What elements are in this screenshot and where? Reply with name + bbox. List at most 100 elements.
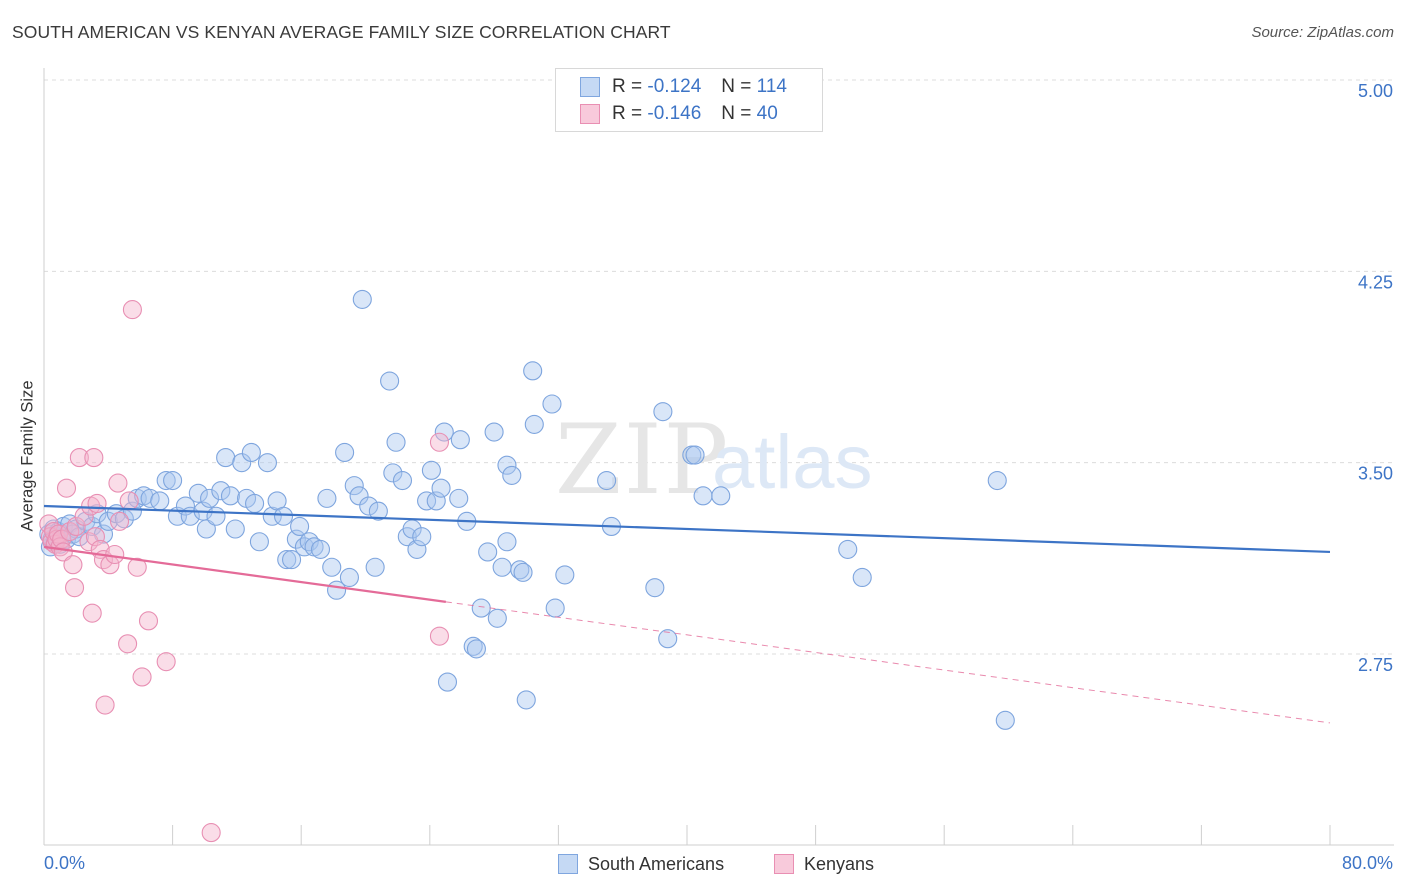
chart-title: SOUTH AMERICAN VS KENYAN AVERAGE FAMILY … — [12, 22, 671, 42]
south-american-point — [463, 636, 483, 656]
south-american-point — [421, 460, 441, 480]
kenyan-point — [63, 555, 83, 575]
trend-line-kenyans — [43, 545, 447, 603]
kenyan-point — [127, 557, 147, 577]
r-label: R = — [612, 103, 643, 124]
south-american-point — [524, 414, 544, 434]
kenyan-point — [429, 626, 449, 646]
r-label: R = — [612, 76, 643, 97]
trend-line-south-americans — [43, 504, 1331, 554]
south-american-point — [282, 550, 302, 570]
kenyan-point — [84, 448, 104, 468]
grid-layer — [44, 79, 1394, 655]
south-american-point — [987, 470, 1007, 491]
legend-swatch-blue — [558, 854, 578, 874]
legend-item-kenyans[interactable]: Kenyans — [774, 852, 874, 876]
south-american-point — [995, 710, 1015, 730]
kenyan-point — [85, 527, 105, 547]
south-american-point — [484, 422, 504, 442]
south-american-point — [497, 532, 517, 552]
south-american-point — [98, 511, 118, 531]
kenyan-point — [110, 511, 130, 531]
kenyan-point — [105, 544, 125, 565]
legend-label: Kenyans — [804, 853, 875, 874]
x-tick-label: 80.0% — [1342, 853, 1393, 873]
n-value: 40 — [756, 103, 778, 124]
south-american-point — [502, 465, 522, 485]
stats-row-south-americans: R = -0.124 N = 114 — [580, 75, 787, 99]
legend-swatch-pink — [580, 104, 600, 124]
kenyan-point — [79, 532, 99, 552]
y-tick-label: 3.50 — [1358, 464, 1393, 484]
south-american-point — [471, 598, 491, 618]
south-american-point — [542, 394, 562, 414]
n-label: N = — [721, 103, 752, 124]
south-american-point — [335, 442, 355, 463]
south-american-point — [412, 527, 432, 547]
kenyan-point — [87, 493, 107, 514]
kenyan-point — [82, 603, 102, 623]
south-american-point — [449, 488, 469, 508]
n-value: 114 — [756, 76, 787, 97]
south-american-point — [339, 567, 359, 588]
south-american-point — [555, 565, 575, 585]
legend-item-south-americans[interactable]: South Americans — [558, 852, 724, 876]
kenyan-point — [95, 695, 115, 715]
south-american-point — [220, 486, 241, 506]
south-american-point — [426, 491, 446, 511]
south-american-point — [510, 560, 530, 580]
kenyan-point — [60, 521, 80, 542]
kenyan-point — [156, 652, 176, 672]
south-american-point — [693, 486, 713, 506]
south-american-point — [344, 476, 364, 496]
kenyan-point — [108, 473, 128, 493]
south-american-point — [653, 402, 673, 422]
kenyan-point — [69, 448, 89, 468]
south-american-point — [200, 488, 220, 508]
south-american-point — [545, 598, 565, 618]
south-american-point — [262, 506, 282, 526]
south-american-point — [352, 289, 372, 309]
trend-line-kenyans-extrapolated — [445, 601, 1331, 724]
y-axis-title: Average Family Size — [18, 380, 37, 532]
south-american-point — [188, 483, 208, 503]
south-american-point — [597, 470, 617, 491]
point-layer — [39, 289, 1015, 843]
south-american-point — [516, 690, 536, 710]
trend-layer — [43, 504, 1331, 724]
south-american-point — [216, 448, 236, 468]
y-tick-label: 5.00 — [1358, 81, 1393, 101]
x-tick-label: 0.0% — [44, 853, 85, 873]
axis-layer — [43, 68, 1394, 846]
south-american-point — [349, 486, 369, 506]
south-american-point — [156, 470, 176, 491]
south-american-point — [645, 578, 665, 598]
r-value: -0.146 — [647, 103, 702, 124]
stats-row-kenyans: R = -0.146 N = 40 — [580, 102, 778, 126]
kenyan-point — [56, 478, 77, 498]
kenyan-point — [132, 667, 152, 687]
south-american-point — [431, 478, 451, 498]
kenyan-point — [119, 491, 139, 511]
south-american-point — [392, 470, 413, 491]
south-american-point — [466, 639, 486, 659]
south-american-point — [322, 557, 342, 577]
south-american-point — [492, 557, 512, 577]
kenyan-point — [66, 516, 86, 536]
n-label: N = — [721, 76, 752, 97]
south-american-point — [523, 361, 543, 381]
south-american-point — [497, 455, 517, 475]
south-american-point — [225, 519, 245, 539]
legend-swatch-blue — [580, 77, 600, 97]
label-layer: 2.75 3.50 4.25 5.00 0.0% 80.0% — [44, 81, 1393, 873]
south-american-point — [711, 486, 731, 506]
south-american-point — [317, 488, 337, 508]
south-american-point — [417, 491, 437, 511]
kenyan-point — [201, 823, 221, 843]
south-american-point — [359, 496, 379, 516]
r-value: -0.124 — [647, 76, 702, 97]
kenyan-point — [53, 542, 73, 562]
stats-legend: R = -0.124 N = 114 R = -0.146 N = 40 — [555, 68, 823, 132]
south-american-point — [290, 516, 310, 536]
